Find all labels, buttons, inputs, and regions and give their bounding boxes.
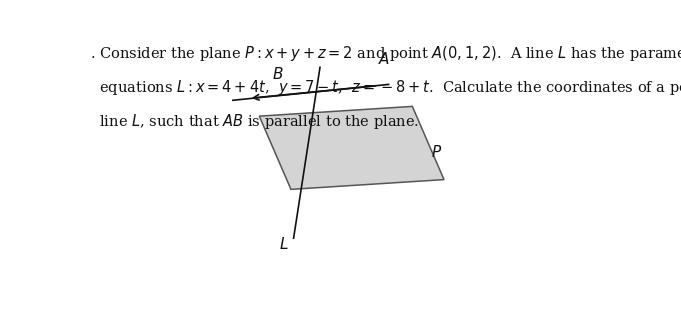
Polygon shape (259, 107, 444, 189)
Text: equations $L : x = 4 + 4t$,  $y = 7 - t$,  $z = -8 + t$.  Calculate the coordina: equations $L : x = 4 + 4t$, $y = 7 - t$,… (91, 78, 681, 97)
Text: . Consider the plane $P : x + y + z = 2$ and point $A(0, 1, 2)$.  A line $L$ has: . Consider the plane $P : x + y + z = 2$… (91, 44, 681, 63)
Text: $L$: $L$ (279, 236, 288, 252)
Text: $A$: $A$ (378, 51, 390, 67)
Text: $P$: $P$ (431, 144, 442, 159)
Text: $B$: $B$ (272, 66, 283, 82)
Text: line $L$, such that $AB$ is parallel to the plane.: line $L$, such that $AB$ is parallel to … (91, 113, 419, 132)
